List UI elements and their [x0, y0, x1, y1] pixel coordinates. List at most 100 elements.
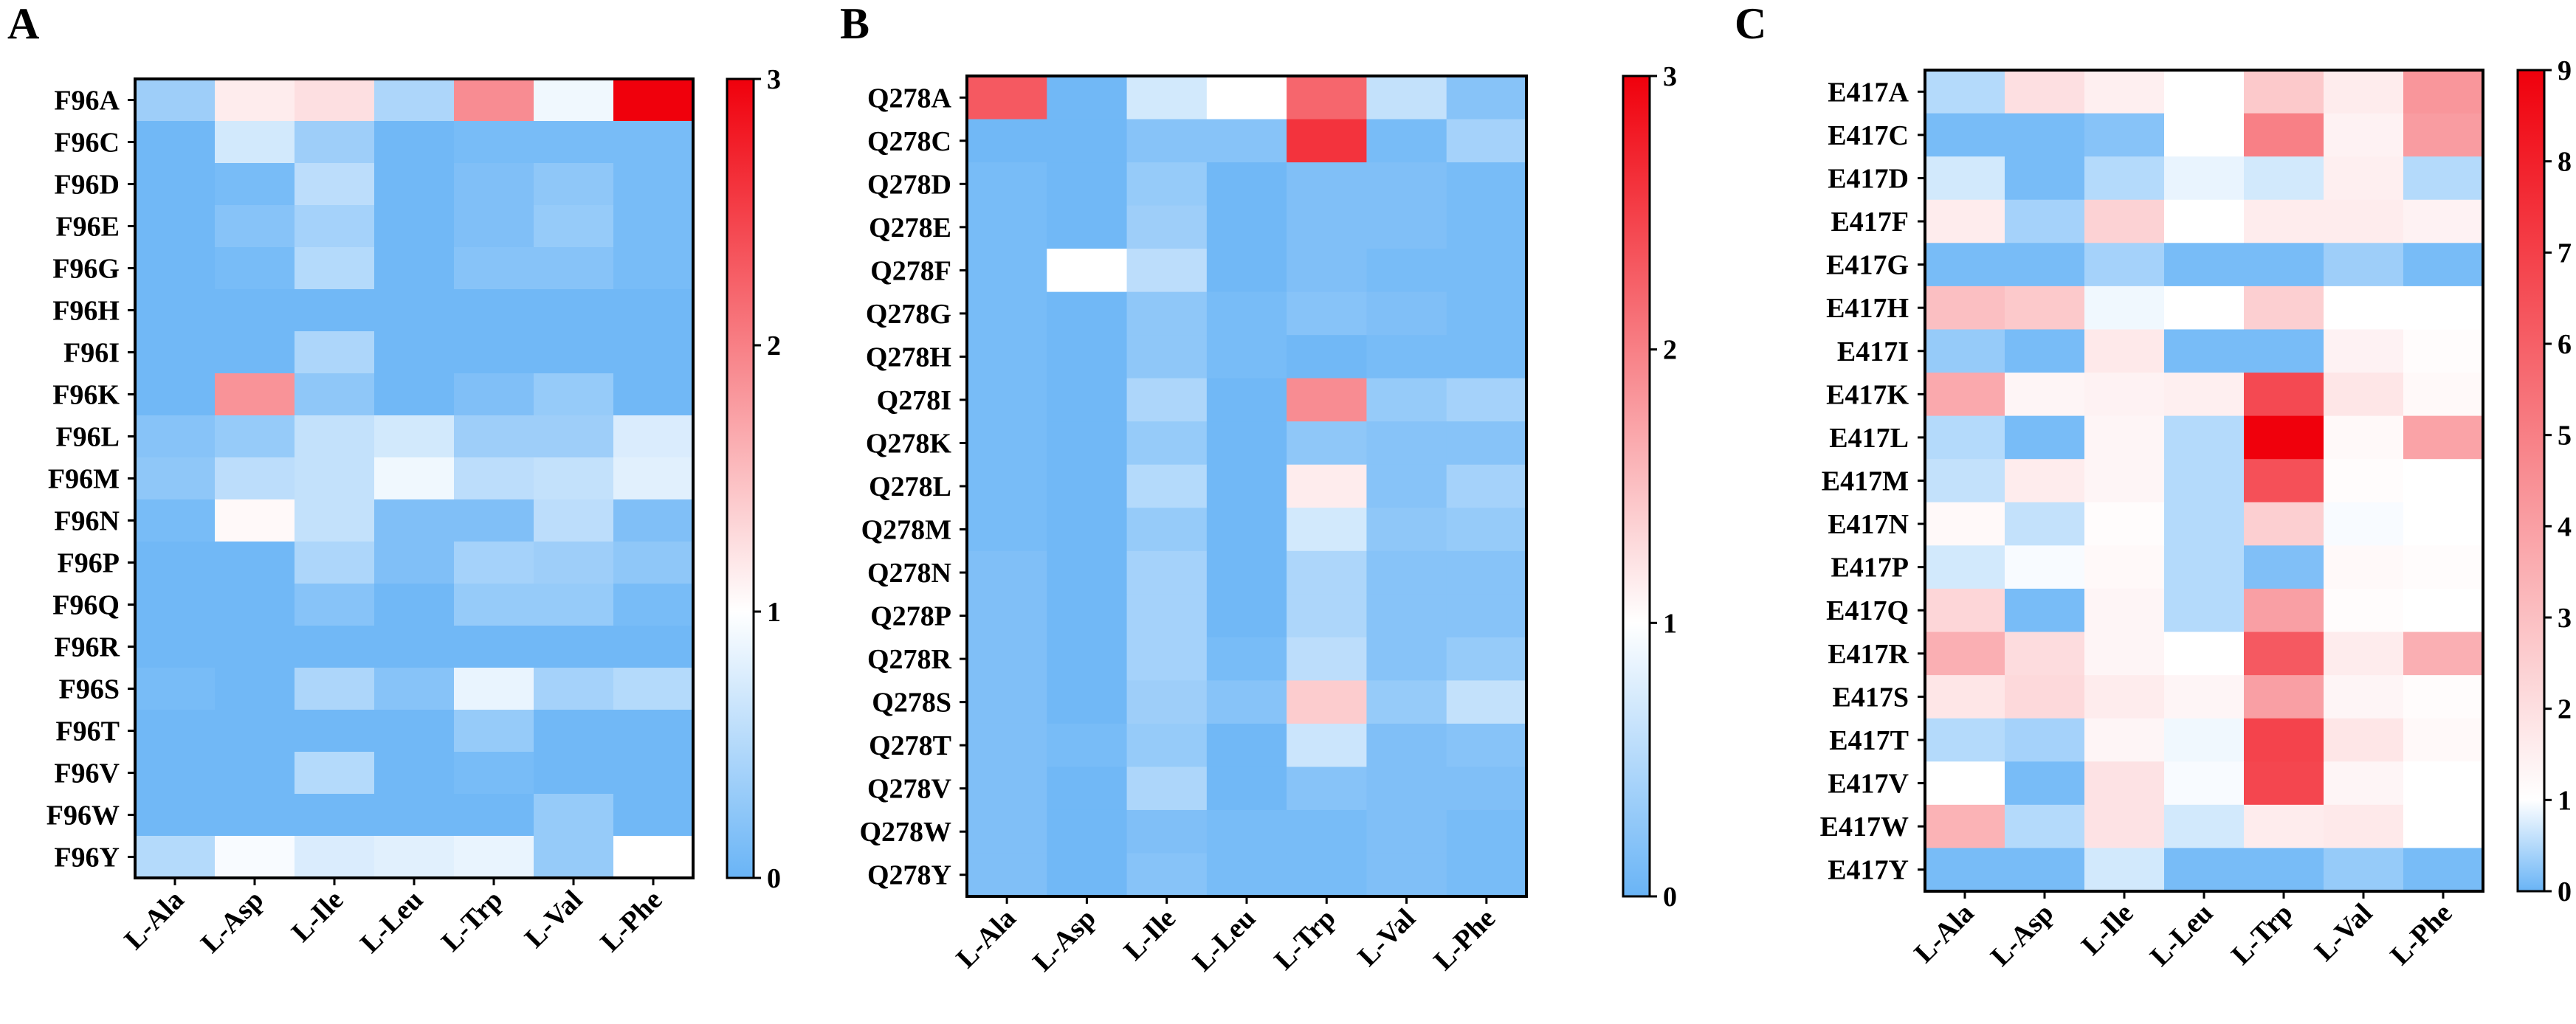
heatmap-cell: [1366, 335, 1447, 379]
row-label: Q278P: [870, 601, 951, 632]
colorbar-gradient: [726, 77, 755, 879]
colorbar-gradient: [2516, 69, 2546, 893]
heatmap-cell: [967, 767, 1047, 811]
heatmap-cell: [1047, 680, 1128, 724]
heatmap-cell: [135, 121, 216, 164]
column-label: L-Asp: [195, 885, 269, 959]
heatmap-cell: [2164, 286, 2245, 331]
heatmap-cell: [1925, 761, 2005, 806]
heatmap-cell: [534, 710, 614, 753]
heatmap-cell: [1446, 291, 1527, 336]
heatmap-cell: [2084, 632, 2165, 676]
heatmap-cell: [295, 499, 375, 542]
heatmap-cell: [295, 415, 375, 458]
heatmap-cell: [215, 710, 295, 753]
heatmap-cell: [2324, 848, 2404, 892]
row-label: Q278C: [867, 126, 951, 157]
heatmap-cell: [1206, 421, 1287, 466]
heatmap-cell: [1446, 508, 1527, 552]
heatmap-cell: [295, 331, 375, 374]
heatmap-cell: [454, 79, 534, 122]
heatmap-cell: [2005, 329, 2085, 373]
heatmap-cell: [1446, 464, 1527, 508]
heatmap-cell: [1925, 502, 2005, 546]
heatmap-cell: [1366, 162, 1447, 207]
heatmap-cell: [2244, 459, 2324, 503]
heatmap-cell: [1206, 249, 1287, 293]
colorbar-tick-label: 3: [767, 64, 781, 95]
heatmap-cell: [454, 668, 534, 710]
heatmap-cell: [215, 584, 295, 626]
row-label: Q278T: [869, 730, 951, 761]
heatmap-cell: [1925, 286, 2005, 331]
heatmap-cell: [2403, 373, 2484, 417]
heatmap-cell: [295, 373, 375, 416]
heatmap-cell: [1446, 76, 1527, 120]
heatmap-cell: [1366, 767, 1447, 811]
heatmap-cell: [613, 626, 694, 668]
heatmap-cell: [1366, 421, 1447, 466]
row-label: Q278N: [867, 558, 951, 589]
heatmap-cell: [1446, 723, 1527, 768]
heatmap-cell: [1287, 291, 1368, 336]
heatmap-cell: [295, 752, 375, 795]
heatmap-cell: [1206, 853, 1287, 897]
colorbar-tick-label: 5: [2558, 421, 2572, 452]
row-label: Q278H: [866, 342, 951, 373]
heatmap-cell: [1126, 76, 1208, 120]
column-label: L-Asp: [1027, 903, 1101, 978]
heatmap-cell: [2244, 632, 2324, 676]
heatmap-cell: [1287, 464, 1368, 508]
row-label: E417H: [1826, 293, 1909, 324]
column-label: L-Trp: [1268, 903, 1341, 976]
heatmap-cell: [1047, 119, 1128, 163]
colorbar-tick-label: 3: [2558, 603, 2572, 634]
heatmap-cell: [1925, 329, 2005, 373]
heatmap-cell: [2324, 156, 2404, 201]
heatmap-cell: [2324, 243, 2404, 287]
heatmap-cell: [2005, 415, 2085, 460]
heatmap-cell: [613, 247, 694, 290]
heatmap-cell: [1366, 637, 1447, 681]
heatmap-cell: [1287, 637, 1368, 681]
row-label: E417Q: [1826, 595, 1909, 626]
heatmap-cell: [2005, 156, 2085, 201]
heatmap-cell: [1047, 550, 1128, 595]
heatmap-cell: [2403, 156, 2484, 201]
heatmap-cell: [613, 457, 694, 500]
heatmap-cell: [967, 162, 1047, 207]
column-label: L-Trp: [435, 885, 509, 958]
heatmap-cell: [2403, 675, 2484, 719]
heatmap-cell: [454, 584, 534, 626]
heatmap-cell: [215, 668, 295, 710]
heatmap-cell: [454, 121, 534, 164]
heatmap-cell: [2084, 415, 2165, 460]
heatmap-cell: [2244, 415, 2324, 460]
heatmap-cell: [1925, 459, 2005, 503]
heatmap-cell: [1206, 723, 1287, 768]
row-label: Q278I: [877, 385, 951, 416]
colorbar-tick-label: 2: [2558, 694, 2572, 725]
heatmap-cell: [534, 752, 614, 795]
heatmap-cell: [2244, 373, 2324, 417]
row-label: E417S: [1833, 682, 1909, 713]
heatmap-cell: [2005, 588, 2085, 633]
heatmap-cell: [1446, 335, 1527, 379]
heatmap-cell: [1287, 853, 1368, 897]
heatmap-cell: [2005, 632, 2085, 676]
heatmap-cell: [1206, 637, 1287, 681]
heatmap-cell: [1366, 119, 1447, 163]
heatmap-cell: [1126, 723, 1208, 768]
heatmap-cell: [1047, 594, 1128, 638]
heatmap-cell: [967, 335, 1047, 379]
heatmap-cell: [1925, 113, 2005, 157]
heatmap-cell: [1206, 508, 1287, 552]
colorbar: 0 1 2 3: [1622, 61, 1677, 913]
row-label: F96Q: [52, 590, 120, 621]
heatmap-cell: [534, 584, 614, 626]
heatmap-cell: [2244, 286, 2324, 331]
heatmap-cell: [2244, 848, 2324, 892]
row-label: E417W: [1820, 812, 1909, 843]
heatmap-cell: [2084, 545, 2165, 589]
heatmap-cell: [613, 752, 694, 795]
